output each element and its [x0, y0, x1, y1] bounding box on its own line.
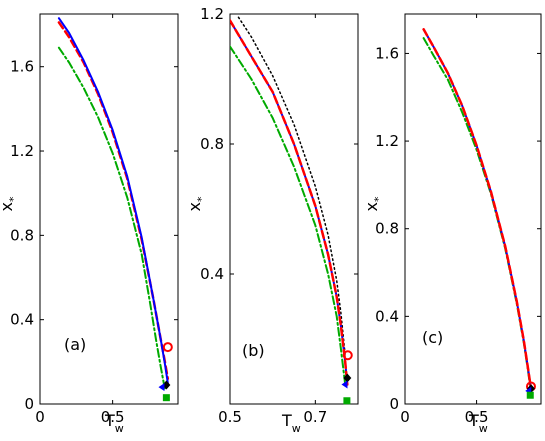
- y-axis-label: x*: [185, 196, 208, 211]
- marker-diamond: [343, 373, 352, 383]
- panel-1: 0 0.5 0 0.4 0.8 1.2 1.6 Tw x* (a): [0, 13, 179, 435]
- y-axis-label: x*: [0, 196, 20, 211]
- series-group: [57, 17, 170, 391]
- x-tick-label: 0.5: [465, 408, 489, 426]
- y-tick-label: 1.6: [375, 44, 399, 62]
- panel-label: (c): [422, 328, 443, 347]
- series-line-4: [230, 45, 347, 386]
- x-tick-label: 0.7: [303, 408, 327, 426]
- y-axis-label: x*: [362, 196, 385, 211]
- y-axis-label-sub: *: [7, 196, 20, 202]
- y-tick-label: 0.8: [200, 135, 224, 153]
- y-axis-label-main: x: [185, 202, 204, 211]
- series-line-1: [57, 21, 170, 380]
- x-axis-label-main: T: [104, 411, 115, 430]
- y-axis-label-sub: *: [195, 196, 208, 202]
- series-group: [230, 16, 349, 386]
- x-tick-label: 0: [35, 408, 45, 426]
- panel-label: (b): [242, 341, 265, 360]
- series-line-2: [57, 17, 169, 384]
- series-line-1: [237, 16, 346, 357]
- marker-circle: [162, 342, 173, 353]
- y-axis-label-main: x: [362, 202, 381, 211]
- x-axis-label-sub: w: [292, 422, 301, 435]
- panel-2: 0.5 0.7 0.4 0.8 1.2 Tw x* (b): [185, 5, 359, 435]
- series-line-3: [57, 46, 166, 391]
- x-tick-label: 0: [400, 408, 410, 426]
- marker-circle: [342, 350, 353, 361]
- marker-triangle: [158, 383, 165, 392]
- x-axis-label-sub: w: [115, 422, 124, 435]
- y-tick-label: 1.2: [375, 132, 399, 150]
- x-axis-label-main: T: [281, 411, 292, 430]
- y-tick-label: 1.6: [10, 58, 34, 76]
- x-axis-label: Tw: [281, 411, 301, 435]
- y-tick-label: 0.4: [375, 307, 399, 325]
- y-tick-label: 0.8: [10, 226, 34, 244]
- x-axis-label-main: T: [468, 411, 479, 430]
- x-tick-label: 0.5: [218, 408, 242, 426]
- plot-frame: [404, 13, 542, 405]
- y-tick-label: 0.4: [10, 311, 34, 329]
- marker-square: [162, 394, 170, 402]
- series-group: [422, 28, 533, 394]
- x-axis-label: Tw: [104, 411, 124, 435]
- x-axis-label: Tw: [468, 411, 488, 435]
- series-line-3: [422, 28, 533, 390]
- y-tick-label: 0.8: [375, 220, 399, 238]
- plot-frame: [229, 13, 359, 405]
- series-line-3: [230, 19, 349, 386]
- y-axis-label-main: x: [0, 202, 16, 211]
- y-tick-label: 0.4: [200, 265, 224, 283]
- x-tick-label: 0.5: [101, 408, 125, 426]
- y-tick-label: 1.2: [10, 142, 34, 160]
- y-tick-label: 1.2: [200, 5, 224, 23]
- x-axis-label-sub: w: [479, 422, 488, 435]
- panel-3: 0 0.5 0 0.4 0.8 1.2 1.6 Tw x* (c): [362, 13, 542, 435]
- marker-square: [526, 391, 534, 399]
- panel-label: (a): [64, 335, 86, 354]
- y-tick-label: 0: [24, 395, 34, 413]
- y-axis-label-sub: *: [372, 196, 385, 202]
- marker-square: [343, 397, 351, 405]
- plot-frame: [39, 13, 179, 405]
- y-tick-label: 0: [389, 395, 399, 413]
- marker-triangle: [341, 380, 348, 389]
